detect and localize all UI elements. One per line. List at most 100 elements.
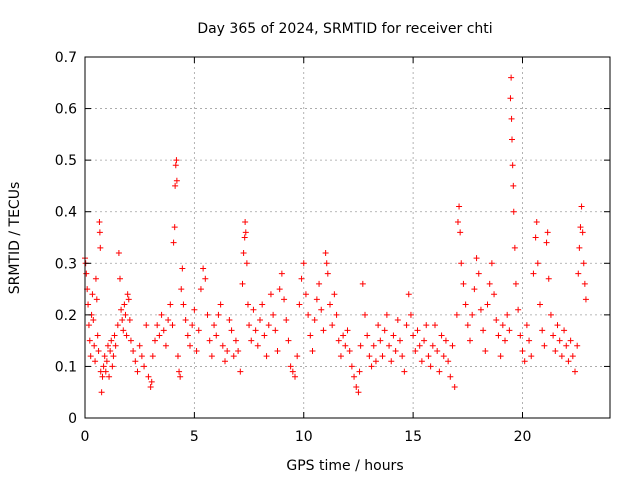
data-point xyxy=(289,368,296,375)
y-tick-label: 0.2 xyxy=(55,308,77,324)
data-point xyxy=(421,337,428,344)
y-tick-label: 0.7 xyxy=(55,50,77,66)
data-point xyxy=(187,342,193,349)
data-point xyxy=(324,270,331,277)
data-point xyxy=(230,353,237,360)
data-point xyxy=(533,219,540,226)
data-point xyxy=(156,332,163,339)
data-point xyxy=(329,322,336,329)
data-point xyxy=(567,337,574,344)
data-point xyxy=(85,301,92,308)
grid-lines xyxy=(85,57,610,418)
data-point xyxy=(375,322,382,329)
data-point xyxy=(111,332,118,339)
data-point xyxy=(100,363,107,370)
x-tick-label: 5 xyxy=(190,429,199,445)
x-tick-label: 0 xyxy=(81,429,90,445)
data-point xyxy=(519,347,526,354)
data-point xyxy=(469,311,476,318)
data-point xyxy=(112,342,119,349)
data-point xyxy=(108,337,115,344)
data-point xyxy=(423,322,430,329)
data-point xyxy=(96,229,103,236)
x-tick-label: 10 xyxy=(295,429,313,445)
data-point xyxy=(427,363,434,370)
data-point xyxy=(202,275,209,282)
data-point xyxy=(302,291,309,298)
data-point xyxy=(467,337,473,344)
data-point xyxy=(263,353,270,360)
data-point xyxy=(102,368,109,375)
data-point xyxy=(368,363,375,370)
data-point xyxy=(193,347,200,354)
data-point xyxy=(405,291,412,298)
data-point xyxy=(534,260,541,267)
data-point xyxy=(305,311,312,318)
data-point xyxy=(457,229,464,236)
data-point xyxy=(98,389,105,396)
data-point xyxy=(528,353,535,360)
data-point xyxy=(454,219,461,226)
data-point xyxy=(307,332,314,339)
data-points xyxy=(82,74,589,396)
data-point xyxy=(353,384,360,391)
data-point xyxy=(281,296,288,303)
data-point xyxy=(491,291,498,298)
data-point xyxy=(176,368,183,375)
data-point xyxy=(401,368,408,375)
data-point xyxy=(499,322,506,329)
data-point xyxy=(86,337,93,344)
data-point xyxy=(523,322,530,329)
data-point xyxy=(158,311,165,318)
data-point xyxy=(204,311,211,318)
y-tick-label: 0 xyxy=(68,411,77,427)
data-point xyxy=(200,265,207,272)
data-point xyxy=(250,306,257,313)
data-point xyxy=(532,234,539,241)
data-point xyxy=(167,301,174,308)
tick-labels: 0 0.1 0.2 0.3 0.4 0.5 0.6 0.7 0 5 10 15 20 xyxy=(55,50,532,445)
data-point xyxy=(547,311,554,318)
data-point xyxy=(154,322,161,329)
data-point xyxy=(127,337,134,344)
y-tick-label: 0.6 xyxy=(55,102,77,118)
data-point xyxy=(259,301,266,308)
data-point xyxy=(125,296,132,303)
data-point xyxy=(322,249,329,256)
data-point xyxy=(506,327,513,334)
data-point xyxy=(554,322,561,329)
data-point xyxy=(298,275,305,282)
data-point xyxy=(480,327,487,334)
data-point xyxy=(473,255,480,262)
data-point xyxy=(136,342,143,349)
data-point xyxy=(235,347,242,354)
data-point xyxy=(578,203,585,210)
data-point xyxy=(124,291,131,298)
data-point xyxy=(331,291,338,298)
data-point xyxy=(576,244,583,251)
data-point xyxy=(556,337,563,344)
data-point xyxy=(342,342,349,349)
data-point xyxy=(94,332,101,339)
data-point xyxy=(99,373,106,380)
data-point xyxy=(208,353,215,360)
data-point xyxy=(508,115,515,122)
data-point xyxy=(132,358,139,365)
y-tick-label: 0.4 xyxy=(55,205,77,221)
data-point xyxy=(110,353,117,360)
data-point xyxy=(512,280,519,287)
data-point xyxy=(120,327,127,334)
data-point xyxy=(179,265,186,272)
data-point xyxy=(169,322,176,329)
data-point xyxy=(460,280,467,287)
data-point xyxy=(219,342,226,349)
data-point xyxy=(252,327,259,334)
data-point xyxy=(372,358,379,365)
data-point xyxy=(434,347,441,354)
data-point xyxy=(544,229,551,236)
data-point xyxy=(101,353,108,360)
data-point xyxy=(160,327,167,334)
data-point xyxy=(107,347,114,354)
data-point xyxy=(451,384,458,391)
